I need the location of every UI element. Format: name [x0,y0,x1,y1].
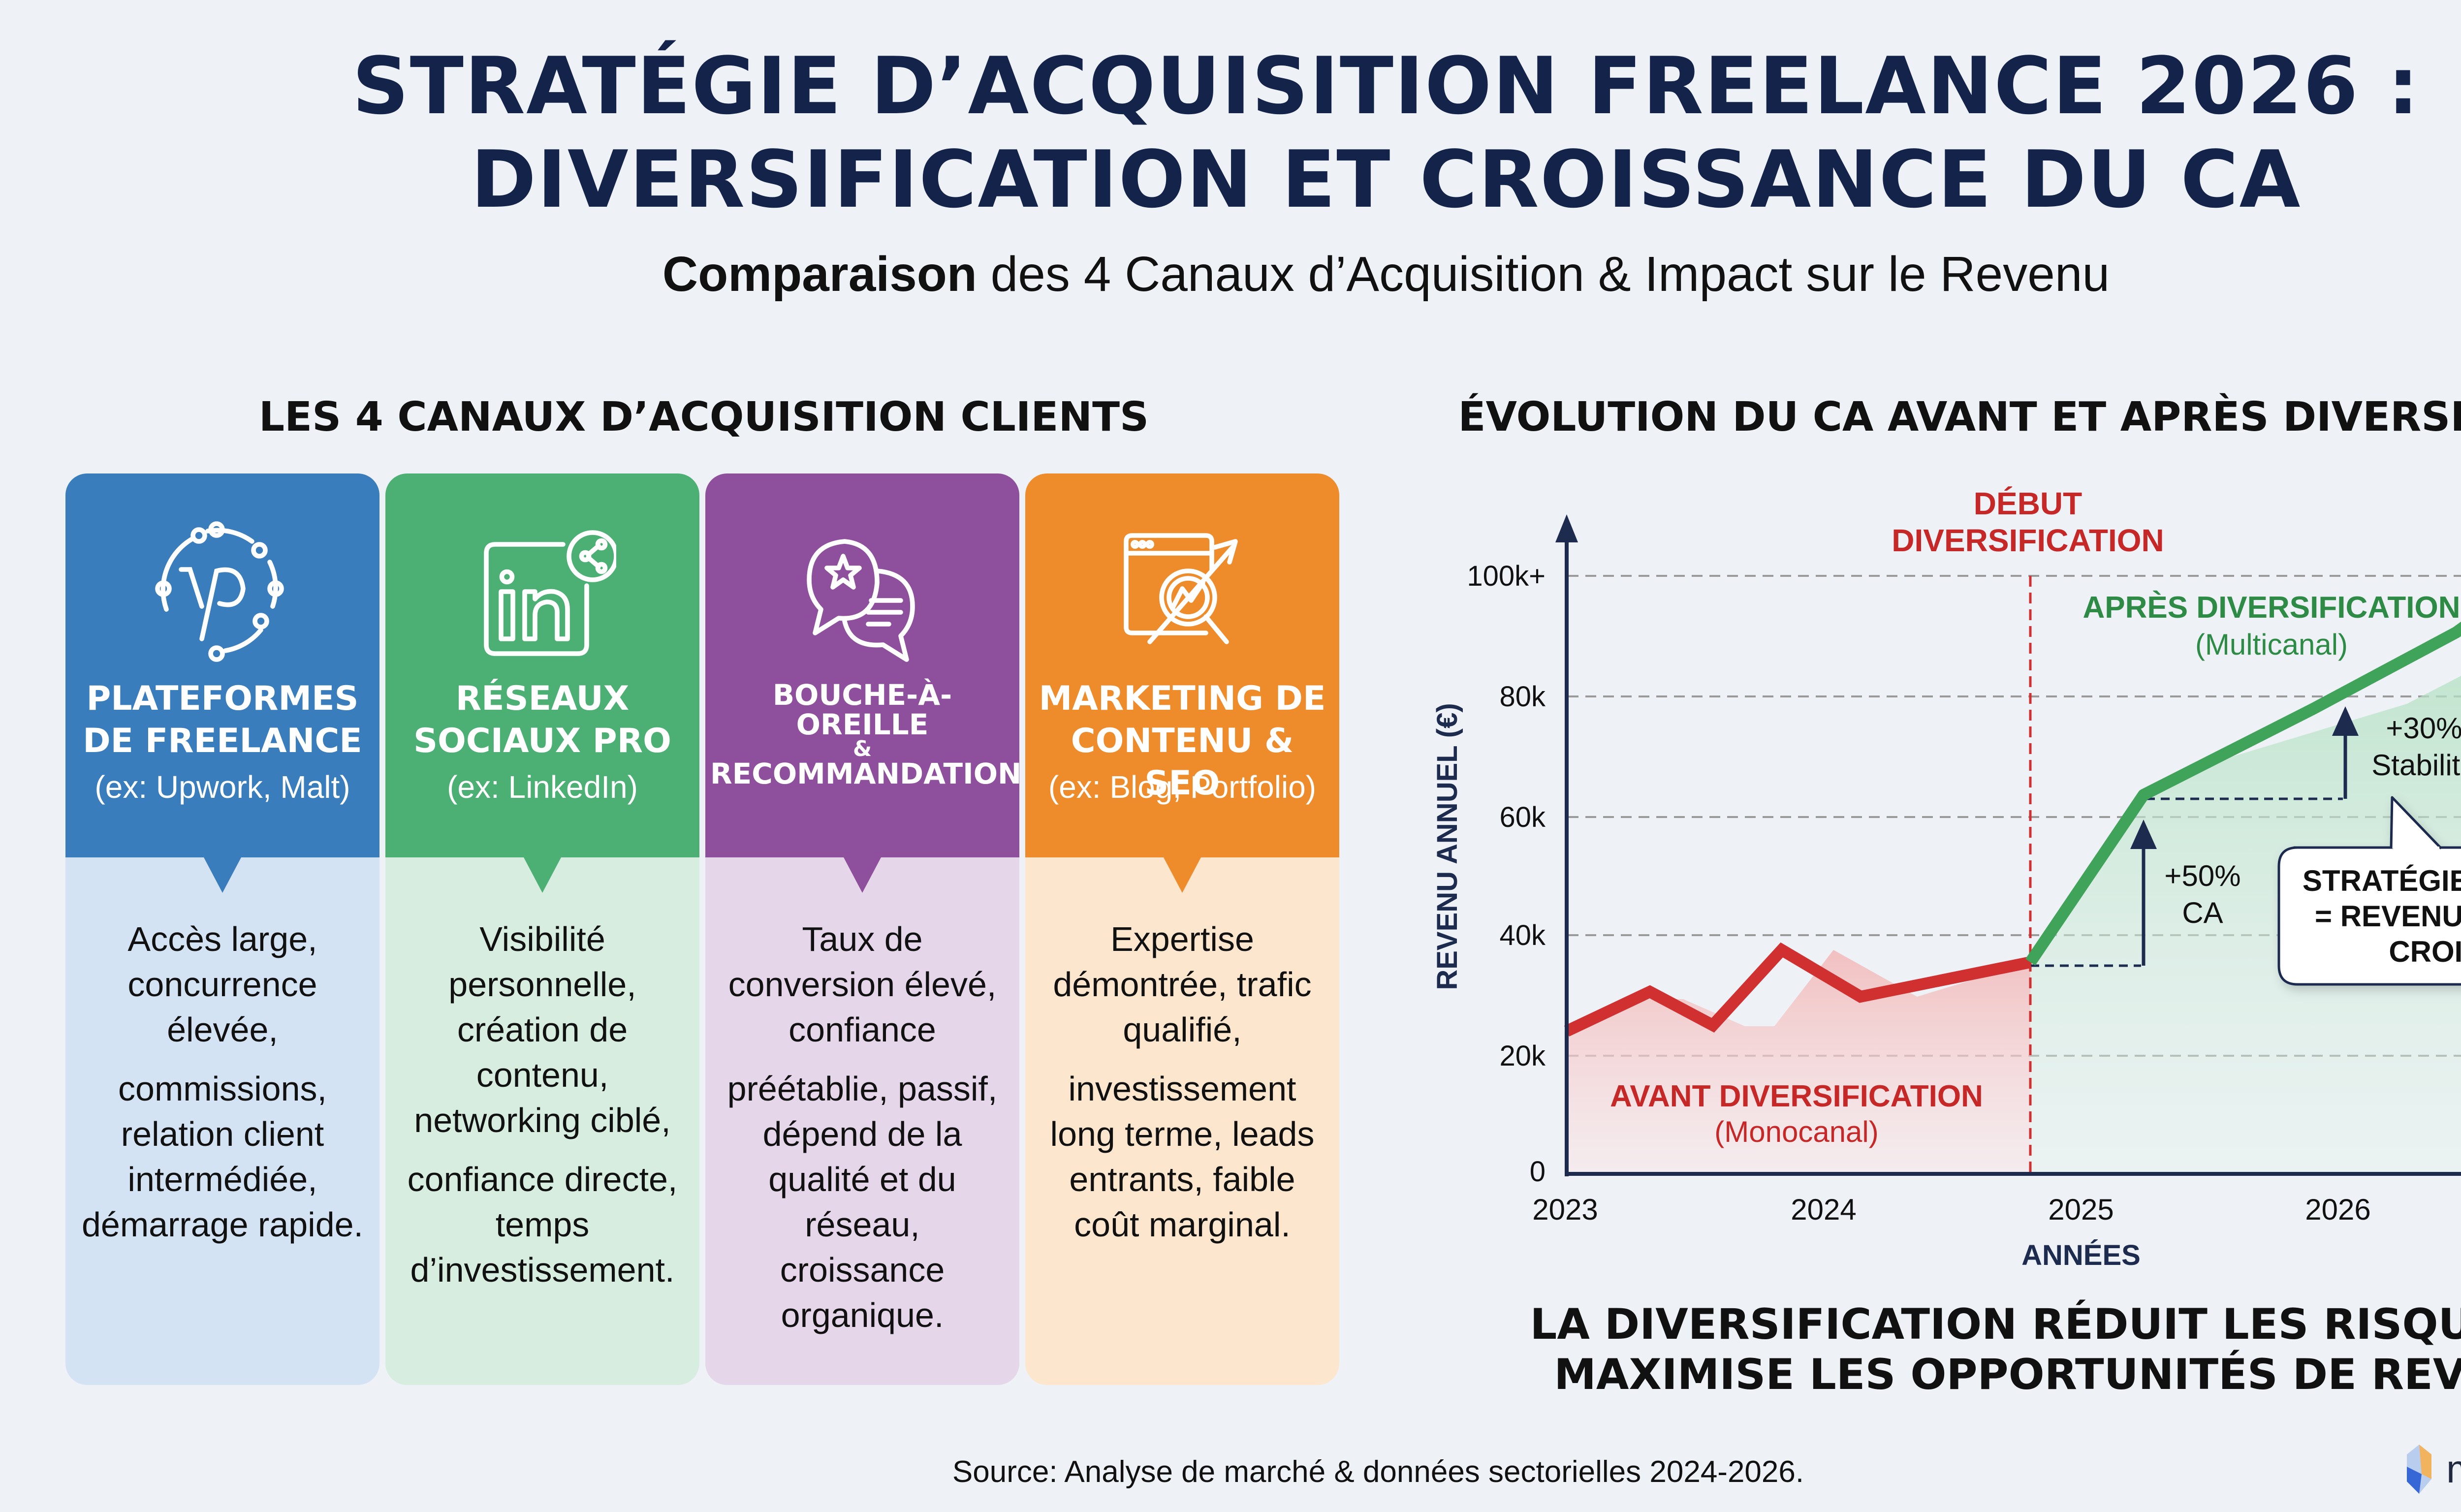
source-note: Source: Analyse de marché & données sect… [952,1455,1804,1489]
chart-conclusion: LA DIVERSIFICATION RÉDUIT LES RISQUES ET… [1427,1299,2461,1400]
card-example: (ex: Upwork, Malt) [95,769,350,805]
card-title: BOUCHE-À-OREILLE & RECOMMANDATIONS [710,678,1019,788]
annotation-guides [2030,797,2343,967]
card-description-p1: Taux de conversion élevé, confiance [728,920,997,1049]
card-title-line2: RECOMMANDATIONS [710,757,1019,790]
brand-name: meaopoleslanc [2446,1447,2461,1492]
card-example: (ex: LinkedIn) [447,769,638,805]
card-description-p1: Expertise démontrée, trafic qualifié, [1053,920,1312,1049]
title-line-1: STRATÉGIE D’ACQUISITION FREELANCE 2026 : [352,40,2420,132]
seo-magnifier-growth-icon [1124,533,1238,644]
x-tick-2026: 2026 [2305,1193,2370,1226]
channel-card-social: RÉSEAUX SOCIAUX PRO (ex: LinkedIn) Visib… [385,473,699,1385]
card-header [65,473,379,857]
subtitle-rest: des 4 Canaux d’Acquisition & Impact sur … [977,247,2110,302]
after-series [2025,622,2461,966]
channels-heading: LES 4 CANAUX D’ACQUISITION CLIENTS [258,394,1149,441]
card-title: MARKETING DE CONTENU & SEO [1039,679,1326,803]
freelance-platform-network-icon [155,521,284,662]
card-description-p1: Accès large, concurrence élevée, [127,920,317,1049]
card-body [65,857,379,1385]
card-example: (ex: Blog, Portfolio) [1048,769,1317,805]
card-description: Visibilité personnelle, création de cont… [400,916,685,1306]
card-title-amp: & [852,736,872,761]
x-tick-2023: 2023 [1532,1193,1598,1226]
debut-label-2: DIVERSIFICATION [1892,523,2164,558]
page-subtitle: Comparaison des 4 Canaux d’Acquisition &… [0,246,2461,303]
callout-pointer [2390,796,2442,850]
brand-logo: meaopoleslanc [2402,1440,2461,1499]
chart-heading: ÉVOLUTION DU CA AVANT ET APRÈS DIVERSIFI… [1458,394,2461,441]
card-header [385,473,699,857]
after-sublabel: (Multicanal) [2195,628,2348,661]
title-line-2: DIVERSIFICATION ET CROISSANCE DU CA [471,133,2302,225]
card-body [705,857,1019,1385]
y-tick-labels: 100k+ 80k 60k 40k 20k 0 [1467,560,1546,1188]
y-tick-100k: 100k+ [1467,560,1546,592]
plus50-sublabel: CA [2182,896,2223,929]
card-description-p2: investissement long terme, leads entrant… [1050,1070,1315,1244]
callout-box [2277,846,2461,986]
card-description-p2: commissions, relation client intermédiée… [82,1070,363,1244]
channel-card-platforms: PLATEFORMES DE FREELANCE (ex: Upwork, Ma… [65,473,379,1385]
conclusion-line-1: LA DIVERSIFICATION RÉDUIT LES RISQUES ET [1530,1300,2461,1349]
plus30-sublabel: Stabilité [2371,749,2461,782]
x-tick-2024: 2024 [1791,1193,1856,1226]
card-description-p2: confiance directe, temps d’investissemen… [407,1160,678,1289]
y-axis-arrow-icon [1555,514,1578,542]
subtitle-bold: Comparaison [662,247,977,302]
card-pointer [524,857,561,893]
card-description-p1: Visibilité personnelle, création de cont… [414,920,671,1139]
card-pointer [844,857,881,893]
card-description: Expertise démontrée, trafic qualifié, in… [1040,916,1325,1261]
x-axis-label: ANNÉES [2021,1239,2141,1271]
card-header [705,473,1019,857]
plus50-label: +50% [2164,859,2240,892]
y-tick-40k: 40k [1499,919,1546,951]
before-label: AVANT DIVERSIFICATION [1610,1079,1983,1113]
conclusion-line-2: MAXIMISE LES OPPORTUNITÉS DE REVENU. [1554,1350,2461,1399]
plus30-label: +30% [2386,712,2461,745]
y-axis-label: REVENU ANNUEL (€) [1431,703,1463,990]
channel-card-content-seo: MARKETING DE CONTENU & SEO (ex: Blog, Po… [1025,473,1339,1385]
y-tick-60k: 60k [1499,801,1546,833]
strategy-callout [2277,796,2461,986]
before-sublabel: (Monocanal) [1714,1115,1879,1148]
card-pointer [204,857,241,893]
plus50-arrowhead-icon [2130,819,2157,849]
debut-label-1: DÉBUT [1974,486,2082,521]
y-tick-80k: 80k [1499,681,1546,713]
channel-card-word-of-mouth: BOUCHE-À-OREILLE & RECOMMANDATIONS Taux … [705,473,1019,1385]
card-body [1025,857,1339,1385]
y-tick-20k: 20k [1499,1040,1546,1072]
callout-line-2: = REVENUS STABLES & [2315,900,2461,933]
before-series [1564,942,2032,1037]
card-description: Accès large, concurrence élevée, commiss… [80,916,365,1261]
card-title: PLATEFORMES DE FREELANCE [83,679,362,760]
after-area [2030,676,2461,1174]
callout-line-3: CROISSANTS [2389,935,2461,968]
card-description: Taux de conversion élevé, confiance préé… [720,916,1005,1352]
card-pointer [1164,857,1201,893]
brand-cube-icon [2407,1445,2431,1494]
card-title-line1: BOUCHE-À-OREILLE [772,678,952,741]
page-title: STRATÉGIE D’ACQUISITION FREELANCE 2026 :… [0,39,2461,226]
chat-bubbles-star-icon [807,539,915,662]
card-title: RÉSEAUX SOCIAUX PRO [413,679,671,760]
y-tick-0: 0 [1530,1156,1546,1188]
plus30-arrowhead-icon [2332,706,2359,736]
card-description-p2: préétablie, passif, dépend de la qualité… [727,1070,998,1334]
linkedin-share-icon [484,530,616,656]
after-label: APRÈS DIVERSIFICATION [2082,591,2460,625]
card-body [385,857,699,1385]
callout-line-1: STRATÉGIE MULTICANAL [2303,864,2461,897]
x-tick-2025: 2025 [2048,1193,2114,1226]
x-tick-labels: 2023 2024 2025 2026 2027 (proj.) [1532,1193,2370,1226]
